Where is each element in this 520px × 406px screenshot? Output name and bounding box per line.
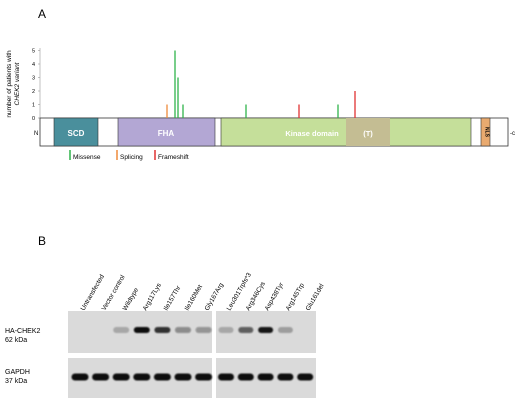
- domain-t: [346, 118, 390, 146]
- y-tick-label: 2: [32, 89, 35, 95]
- lane-labels-right: Leu301Trpfs*3 Arg346Cys Asp438Tyr Arg145…: [226, 271, 326, 312]
- blot-label-ha-kda: 62 kDa: [5, 337, 27, 344]
- blot-band: [218, 327, 234, 333]
- y-tick-label: 3: [32, 76, 35, 82]
- blot-band: [133, 373, 151, 381]
- domain-scd-label: SCD: [68, 129, 85, 138]
- lane-label: Arg145Trp: [285, 282, 306, 312]
- y-axis-label-line1: number of patients with: [6, 50, 13, 118]
- blot-band: [277, 327, 293, 333]
- c-terminus-label: -c: [510, 131, 515, 137]
- blot-label-gapdh-kda: 37 kDa: [5, 378, 27, 385]
- blot-band: [153, 373, 171, 381]
- blot-band: [133, 327, 150, 333]
- blot-band: [71, 373, 89, 381]
- blot-band: [238, 327, 254, 333]
- blot-band: [277, 373, 294, 381]
- domain-nls-label: NLS: [484, 127, 490, 138]
- lane-label: Glu161del: [305, 282, 326, 312]
- panel-a-label: A: [38, 7, 46, 21]
- blot-band: [218, 373, 234, 381]
- lane-label: Ile157Thr: [163, 284, 183, 312]
- blot-band: [257, 373, 274, 381]
- y-tick-label: 5: [32, 49, 35, 55]
- domain-fha-label: FHA: [158, 129, 175, 138]
- blot-band: [195, 327, 212, 333]
- blot-band: [154, 327, 171, 333]
- y-tick-label: 1: [32, 103, 35, 109]
- blot-label-ha: HA-CHEK2: [5, 328, 41, 335]
- blot-label-gapdh: GAPDH: [5, 369, 30, 376]
- lane-label: Ile160Met: [184, 284, 204, 312]
- domain-t-label: (T): [363, 129, 373, 138]
- n-terminus-label: N: [34, 131, 38, 137]
- blot-band: [258, 327, 274, 333]
- blot-band: [92, 373, 110, 381]
- blot-band: [112, 373, 130, 381]
- lane-label: Arg117Lys: [142, 282, 164, 312]
- y-axis-label-line2: CHEK2 variant: [14, 61, 21, 105]
- legend: Missense Splicing Frameshift: [69, 150, 189, 161]
- blot-bands: [71, 327, 314, 381]
- y-axis-label: number of patients with CHEK2 variant: [6, 50, 21, 118]
- legend-splicing: Splicing: [120, 154, 143, 161]
- blot-band: [174, 373, 192, 381]
- y-tick-label: 4: [32, 62, 35, 68]
- y-ticks: 0 1 2 3 4 5: [32, 49, 40, 122]
- blot-band: [237, 373, 254, 381]
- lane-label: Gly167Arg: [204, 282, 226, 312]
- lane-labels-left: Untransfected Vector control Wildtype Ar…: [80, 273, 226, 312]
- blot-band: [195, 373, 213, 381]
- lane-label: Wildtype: [122, 287, 141, 312]
- legend-missense: Missense: [73, 154, 101, 161]
- blot-band: [297, 373, 314, 381]
- lane-label: Asp438Tyr: [264, 281, 286, 312]
- domain-fha: [117, 117, 216, 147]
- legend-frameshift: Frameshift: [158, 154, 189, 161]
- blot-band: [113, 327, 130, 333]
- domain-nls: [480, 117, 491, 147]
- domain-scd: [53, 117, 99, 147]
- blot-band: [175, 327, 191, 333]
- y-tick-label: 0: [32, 116, 35, 122]
- domain-kinase-label: Kinase domain: [285, 129, 339, 138]
- panel-b-label: B: [38, 234, 46, 248]
